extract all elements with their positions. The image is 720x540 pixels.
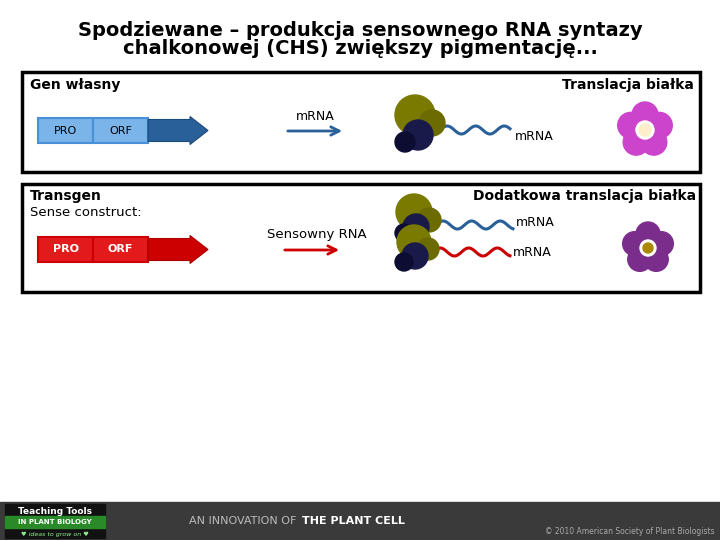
FancyArrow shape: [148, 235, 208, 264]
Text: mRNA: mRNA: [513, 246, 552, 259]
Circle shape: [649, 232, 673, 255]
FancyArrow shape: [148, 117, 208, 145]
Bar: [38, 118, 93, 143]
Text: Teaching Tools: Teaching Tools: [18, 508, 92, 516]
Text: Dodatkowa translacja białka: Dodatkowa translacja białka: [473, 189, 696, 203]
Circle shape: [643, 243, 653, 253]
Text: PRO: PRO: [54, 125, 77, 136]
Text: Translacja białka: Translacja białka: [562, 78, 694, 92]
Text: chalkonowej (CHS) zwiększy pigmentację...: chalkonowej (CHS) zwiększy pigmentację..…: [122, 39, 598, 58]
Circle shape: [396, 194, 432, 230]
Text: mRNA: mRNA: [296, 110, 334, 123]
Circle shape: [644, 247, 668, 271]
Circle shape: [636, 121, 654, 139]
Circle shape: [395, 132, 415, 152]
Text: Sensowny RNA: Sensowny RNA: [267, 228, 366, 241]
Circle shape: [403, 120, 433, 150]
Circle shape: [403, 214, 429, 240]
Bar: [22, 184, 700, 292]
Text: IN PLANT BIOLOGY: IN PLANT BIOLOGY: [18, 519, 92, 525]
Circle shape: [618, 112, 644, 138]
Bar: [5, 504, 105, 538]
Circle shape: [395, 95, 435, 135]
Bar: [0, 502, 720, 540]
Circle shape: [628, 247, 652, 271]
Bar: [93, 118, 148, 143]
Bar: [5, 516, 105, 528]
Circle shape: [417, 208, 441, 232]
Text: Gen własny: Gen własny: [30, 78, 120, 92]
Text: ORF: ORF: [109, 125, 132, 136]
Bar: [93, 237, 148, 262]
Circle shape: [417, 238, 439, 260]
Circle shape: [419, 110, 445, 136]
Text: ORF: ORF: [108, 245, 133, 254]
Circle shape: [397, 225, 431, 259]
Circle shape: [624, 129, 649, 155]
Circle shape: [641, 129, 667, 155]
Text: mRNA: mRNA: [515, 131, 554, 144]
Text: ♥ ideas to grow on ♥: ♥ ideas to grow on ♥: [21, 531, 89, 537]
Circle shape: [395, 253, 413, 271]
Text: PRO: PRO: [53, 245, 78, 254]
Circle shape: [632, 102, 658, 128]
Text: AN INNOVATION OF: AN INNOVATION OF: [189, 516, 300, 526]
Bar: [22, 72, 700, 172]
Text: mRNA: mRNA: [516, 215, 554, 228]
Text: Transgen: Transgen: [30, 189, 102, 203]
Text: Spodziewane – produkcja sensownego RNA syntazy: Spodziewane – produkcja sensownego RNA s…: [78, 21, 642, 39]
Text: © 2010 American Society of Plant Biologists: © 2010 American Society of Plant Biologi…: [545, 528, 715, 537]
Text: THE PLANT CELL: THE PLANT CELL: [302, 516, 405, 526]
Circle shape: [639, 124, 651, 136]
Bar: [38, 237, 93, 262]
Text: Sense construct:: Sense construct:: [30, 206, 142, 219]
Circle shape: [395, 224, 413, 242]
Circle shape: [640, 240, 656, 256]
Circle shape: [636, 222, 660, 246]
Circle shape: [402, 243, 428, 269]
Circle shape: [623, 232, 647, 255]
Circle shape: [647, 112, 672, 138]
